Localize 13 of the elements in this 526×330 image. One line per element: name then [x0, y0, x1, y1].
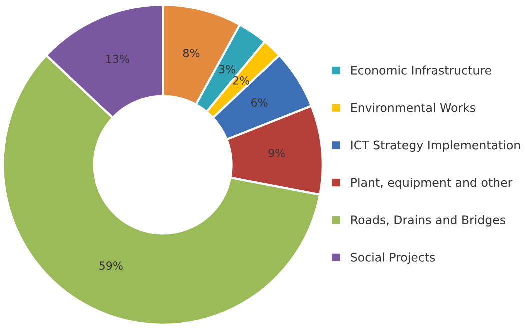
data-label: 13% — [106, 54, 130, 64]
data-label: 8% — [183, 49, 200, 58]
legend-label: Roads, Drains and Bridges — [352, 215, 506, 227]
legend-label: Plant, equipment and other — [352, 178, 513, 190]
legend-label: Economic Infrastructure — [352, 66, 492, 75]
data-label: 3% — [219, 65, 236, 74]
data-label: 6% — [252, 98, 268, 107]
data-label: 9% — [268, 149, 286, 158]
legend-label: ICT Strategy Implementation — [352, 140, 520, 152]
legend-label: Environmental Works — [352, 103, 476, 112]
data-label: 2% — [233, 76, 250, 85]
legend-label: Social Projects — [351, 252, 436, 264]
data-label: 59% — [100, 262, 123, 270]
